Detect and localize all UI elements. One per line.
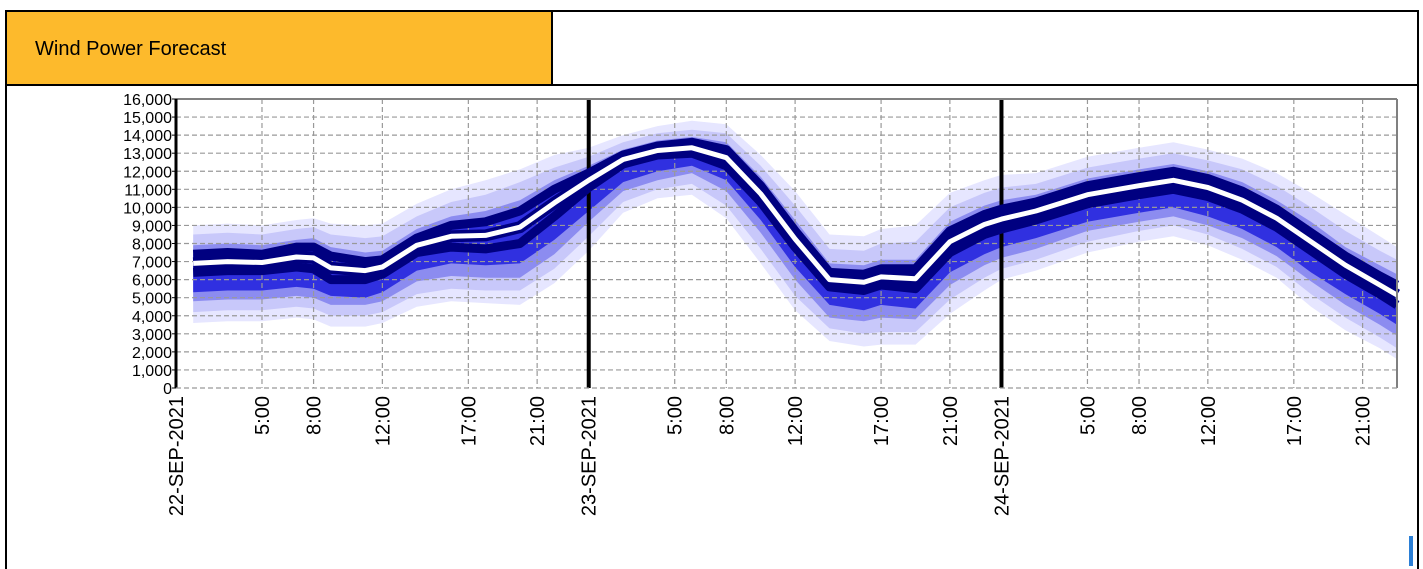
x-tick-label: 5:00 — [1077, 396, 1099, 435]
x-tick-label: 5:00 — [665, 396, 687, 435]
x-tick-label: 17:00 — [458, 396, 480, 446]
y-tick-label: 0 — [163, 381, 172, 398]
x-tick-label: 5:00 — [252, 396, 274, 435]
y-tick-label: 5,000 — [132, 291, 172, 308]
y-tick-label: 16,000 — [123, 92, 172, 109]
y-tick-label: 4,000 — [132, 309, 172, 326]
x-tick-label: 17:00 — [1284, 396, 1306, 446]
x-tick-label: 8:00 — [716, 396, 738, 435]
y-tick-label: 13,000 — [123, 146, 172, 163]
y-tick-label: 10,000 — [123, 200, 172, 217]
x-tick-label: 23-SEP-2021 — [579, 396, 601, 516]
y-tick-label: 7,000 — [132, 255, 172, 272]
y-tick-label: 12,000 — [123, 164, 172, 181]
x-tick-label: 24-SEP-2021 — [991, 396, 1013, 516]
x-tick-label: 22-SEP-2021 — [166, 396, 188, 516]
y-tick-label: 8,000 — [132, 237, 172, 254]
y-tick-label: 2,000 — [132, 345, 172, 362]
x-tick-label: 21:00 — [1353, 396, 1375, 446]
x-tick-label: 21:00 — [940, 396, 962, 446]
y-tick-label: 9,000 — [132, 218, 172, 235]
x-tick-label: 17:00 — [871, 396, 893, 446]
x-tick-label: 8:00 — [1129, 396, 1151, 435]
x-tick-label: 12:00 — [785, 396, 807, 446]
y-tick-label: 6,000 — [132, 273, 172, 290]
y-tick-label: 1,000 — [132, 363, 172, 380]
y-tick-label: 3,000 — [132, 327, 172, 344]
x-tick-label: 8:00 — [304, 396, 326, 435]
x-tick-label: 12:00 — [1198, 396, 1220, 446]
y-tick-label: 15,000 — [123, 110, 172, 127]
y-tick-label: 14,000 — [123, 128, 172, 145]
x-tick-label: 12:00 — [372, 396, 394, 446]
x-tick-labels: 22-SEP-2021 5:00 8:00 12:00 17:00 21:00 23-SEP… — [166, 396, 1375, 516]
y-tick-labels: 01,0002,0003,0004,0005,0006,0007,0008,00… — [123, 92, 172, 398]
y-tick-label: 11,000 — [124, 182, 172, 199]
x-tick-label: 21:00 — [527, 396, 549, 446]
